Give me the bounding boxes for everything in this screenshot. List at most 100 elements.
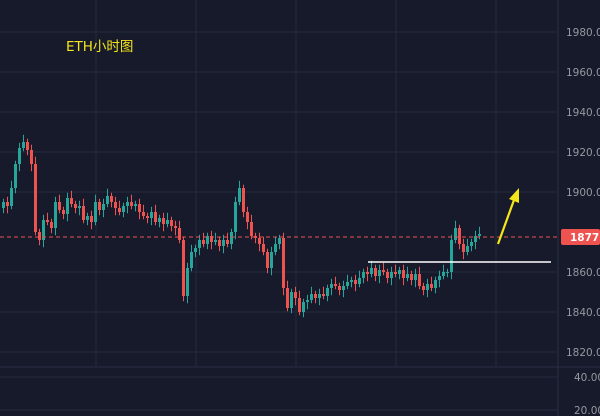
- candle-body: [18, 148, 21, 164]
- volume-axis: 40.00 20.00: [574, 372, 600, 416]
- candle-body: [94, 202, 97, 222]
- candle-body: [478, 234, 481, 236]
- candle-body: [134, 204, 137, 206]
- candle-body: [302, 302, 305, 312]
- candle-body: [282, 238, 285, 288]
- candle-body: [82, 206, 85, 220]
- candle-body: [354, 280, 357, 284]
- candle-body: [398, 270, 401, 274]
- candle-body: [58, 202, 61, 210]
- candle-body: [298, 298, 301, 312]
- candle-body: [242, 188, 245, 212]
- candle-body: [66, 198, 69, 214]
- trend-arrow-up: [496, 188, 519, 245]
- candle-body: [210, 236, 213, 242]
- candle-body: [278, 238, 281, 244]
- candle-body: [406, 274, 409, 278]
- candle-body: [214, 240, 217, 242]
- candle-body: [390, 272, 393, 278]
- candle-body: [338, 286, 341, 290]
- candle-body: [362, 272, 365, 278]
- candle-body: [146, 216, 149, 218]
- candle-body: [166, 220, 169, 224]
- candle-body: [70, 198, 73, 204]
- candle-body: [150, 212, 153, 218]
- candle-body: [474, 236, 477, 242]
- candle-body: [258, 238, 261, 244]
- candle-body: [186, 268, 189, 296]
- candle-body: [470, 242, 473, 246]
- candle-body: [50, 222, 53, 228]
- chart-title: ETH小时图: [66, 39, 133, 55]
- candle-body: [86, 216, 89, 220]
- candle-body: [194, 248, 197, 252]
- candle-body: [98, 202, 101, 210]
- candle-body: [206, 236, 209, 244]
- candle-body: [10, 188, 13, 206]
- volume-tick-label: 40.00: [574, 372, 600, 384]
- candle-body: [446, 272, 449, 273]
- candle-body: [466, 246, 469, 252]
- candle-body: [314, 294, 317, 298]
- grid-lines: [0, 0, 559, 416]
- candle-body: [126, 202, 129, 206]
- candle-body: [182, 240, 185, 296]
- candle-body: [118, 208, 121, 212]
- candle-body: [462, 244, 465, 252]
- candle-body: [218, 240, 221, 246]
- candle-body: [22, 142, 25, 148]
- candle-body: [422, 286, 425, 290]
- price-tick-label: 1820.00: [566, 347, 600, 359]
- candle-body: [394, 272, 397, 274]
- candle-body: [274, 244, 277, 252]
- candle-body: [90, 216, 93, 222]
- candle-body: [230, 232, 233, 244]
- candle-body: [334, 284, 337, 286]
- candle-body: [454, 228, 457, 240]
- candle-body: [222, 240, 225, 246]
- candle-body: [382, 270, 385, 272]
- candle-body: [402, 270, 405, 278]
- candle-body: [62, 210, 65, 214]
- candle-body: [14, 164, 17, 188]
- price-tick-label: 1900.00: [566, 187, 600, 199]
- candle-body: [270, 252, 273, 268]
- candle-body: [246, 212, 249, 222]
- candle-body: [266, 252, 269, 268]
- candle-body: [378, 270, 381, 276]
- candle-body: [202, 240, 205, 244]
- candle-body: [322, 294, 325, 296]
- candle-body: [326, 288, 329, 296]
- candle-body: [386, 272, 389, 278]
- candle-body: [342, 286, 345, 290]
- candle-body: [370, 268, 373, 274]
- price-axis: 1980.00 1960.00 1940.00 1920.00 1900.00 1860.…: [566, 27, 600, 359]
- candle-body: [294, 292, 297, 298]
- candle-body: [38, 232, 41, 240]
- candle-body: [142, 212, 145, 216]
- candle-body: [42, 220, 45, 240]
- candle-body: [346, 282, 349, 286]
- candle-body: [374, 268, 377, 276]
- price-tick-label: 1980.00: [566, 27, 600, 39]
- candle-body: [350, 280, 353, 282]
- candle-body: [26, 142, 29, 150]
- volume-tick-label: 20.00: [574, 405, 600, 416]
- candle-body: [170, 220, 173, 226]
- candle-body: [138, 204, 141, 212]
- volume-grid-lines: [0, 366, 600, 411]
- current-price-label: 1877.5: [570, 232, 600, 244]
- candlestick-series: [2, 134, 481, 318]
- price-tick-label: 1860.00: [566, 267, 600, 279]
- candle-body: [434, 280, 437, 288]
- candle-body: [318, 294, 321, 298]
- candle-body: [34, 164, 37, 232]
- candle-body: [162, 218, 165, 224]
- candle-body: [438, 276, 441, 280]
- candle-body: [262, 244, 265, 252]
- candle-body: [366, 272, 369, 274]
- price-tick-label: 1940.00: [566, 107, 600, 119]
- candle-body: [122, 206, 125, 212]
- candle-body: [410, 274, 413, 280]
